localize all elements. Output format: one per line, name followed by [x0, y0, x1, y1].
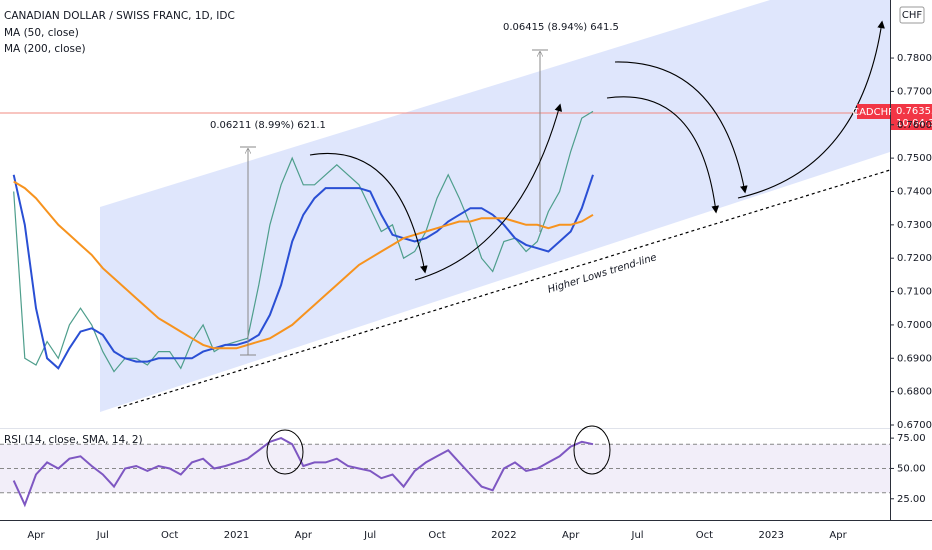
symbol: CADCHF	[852, 107, 894, 118]
channel	[100, 0, 890, 412]
trend-line	[117, 169, 891, 409]
countdown: 10:04:33	[896, 118, 932, 129]
x-tick-label: Oct	[428, 530, 445, 541]
x-tick-label: 2023	[758, 530, 783, 541]
x-tick-label: 2022	[491, 530, 516, 541]
y-tick-label: 25.00	[897, 494, 926, 505]
measure-label: 0.06211 (8.99%) 621.1	[210, 120, 326, 131]
symbol-box	[857, 104, 890, 119]
legend-entry: MA (50, close)	[4, 27, 79, 39]
x-tick-label: Apr	[562, 530, 580, 541]
currency: CHF	[902, 10, 923, 21]
currency-box	[899, 6, 925, 24]
price-box	[891, 104, 932, 130]
x-tick-label: Apr	[829, 530, 847, 541]
rsi-circle	[266, 429, 304, 475]
series-line	[13, 180, 594, 350]
x-tick-label: Apr	[295, 530, 313, 541]
measure-1	[240, 146, 256, 356]
series-line	[13, 110, 594, 373]
legend-entry: MA (200, close)	[4, 43, 86, 55]
series-line	[12, 437, 594, 508]
measure-label: 0.06415 (8.94%) 641.5	[503, 22, 619, 33]
x-tick-label: Jul	[363, 530, 376, 541]
y-tick-label: 50.00	[897, 463, 926, 474]
rsi-circle	[573, 425, 611, 475]
x-tick-label: Apr	[27, 530, 45, 541]
last-price: 0.76355	[896, 106, 932, 117]
y-tick-label: 0.78000	[897, 53, 932, 64]
chart-title: CANADIAN DOLLAR / SWISS FRANC, 1D, IDC	[4, 10, 235, 22]
measure-2	[532, 49, 548, 232]
arrows	[309, 20, 885, 281]
y-tick-label: 75.00	[897, 433, 926, 444]
x-tick-label: Jul	[631, 530, 644, 541]
x-tick-label: Oct	[696, 530, 713, 541]
legend-entry: RSI (14, close, SMA, 14, 2)	[4, 434, 143, 446]
x-tick-label: Oct	[161, 530, 178, 541]
x-tick-label: 2021	[224, 530, 249, 541]
x-tick-label: Jul	[96, 530, 109, 541]
